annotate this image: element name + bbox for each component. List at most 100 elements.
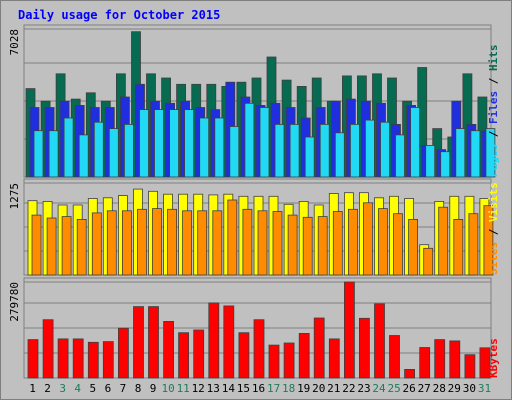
bar-kbytes-kbytes-25 — [389, 335, 400, 379]
bar-visits-sites-6 — [106, 210, 117, 276]
x-tick-label-30: 30 — [463, 382, 476, 395]
bar-kbytes-kbytes-19 — [298, 332, 310, 379]
x-tick-label-22: 22 — [342, 382, 355, 395]
bar-kbytes-kbytes-8 — [133, 306, 144, 379]
bar-visits-sites-9 — [152, 208, 162, 276]
bar-kbytes-kbytes-27 — [419, 347, 431, 379]
bar-visits-sites-28 — [438, 206, 449, 276]
bar-kbytes-kbytes-28 — [434, 339, 446, 379]
legend-entry-pages: Pages — [487, 144, 500, 177]
bar-kbytes-kbytes-30 — [464, 354, 476, 379]
bar-visits-sites-20 — [317, 216, 328, 276]
bar-visits-sites-24 — [378, 208, 388, 276]
bar-hits-pages-9 — [154, 109, 164, 178]
legend-visits: Sites / Visits — [487, 182, 500, 275]
x-tick-label-11: 11 — [177, 382, 190, 395]
bar-kbytes-kbytes-14 — [223, 305, 235, 379]
bar-hits-pages-25 — [395, 134, 405, 178]
bar-kbytes-kbytes-21 — [328, 338, 340, 379]
bar-kbytes-kbytes-2 — [42, 319, 54, 379]
bar-kbytes-kbytes-9 — [148, 306, 159, 379]
bar-kbytes-kbytes-20 — [313, 317, 325, 379]
x-tick-label-31: 31 — [478, 382, 491, 395]
bar-visits-sites-25 — [393, 213, 403, 276]
x-tick-label-15: 15 — [237, 382, 250, 395]
bar-hits-pages-26 — [410, 107, 421, 178]
x-tick-label-16: 16 — [252, 382, 265, 395]
bar-hits-pages-13 — [214, 117, 225, 178]
bar-visits-sites-15 — [242, 208, 253, 276]
bar-kbytes-kbytes-6 — [102, 341, 114, 379]
bar-visits-sites-30 — [468, 213, 479, 276]
bar-kbytes-kbytes-10 — [163, 320, 175, 379]
x-tick-label-6: 6 — [105, 382, 112, 395]
x-tick-label-28: 28 — [433, 382, 446, 395]
bar-hits-pages-4 — [78, 134, 89, 178]
bar-visits-sites-3 — [61, 216, 72, 276]
bar-visits-sites-10 — [167, 208, 178, 276]
axis-max-label-kbytes: 279780 — [8, 282, 21, 322]
bar-hits-pages-22 — [349, 124, 360, 178]
legend-entry-sites: Sites — [487, 242, 500, 275]
bar-visits-sites-29 — [453, 218, 464, 276]
bar-visits-sites-12 — [197, 210, 208, 276]
bar-visits-sites-18 — [287, 214, 298, 276]
bar-hits-pages-7 — [124, 124, 134, 178]
bar-hits-pages-30 — [470, 130, 481, 178]
bar-visits-sites-16 — [257, 210, 268, 276]
legend-separator: / — [487, 222, 500, 242]
bar-kbytes-kbytes-16 — [253, 319, 265, 379]
x-tick-label-19: 19 — [297, 382, 310, 395]
x-tick-label-18: 18 — [282, 382, 295, 395]
x-tick-label-29: 29 — [448, 382, 461, 395]
x-tick-label-9: 9 — [150, 382, 157, 395]
bar-kbytes-kbytes-11 — [178, 332, 190, 379]
bar-hits-pages-16 — [259, 107, 270, 178]
bar-hits-pages-15 — [244, 102, 255, 178]
x-tick-label-25: 25 — [387, 382, 400, 395]
bar-kbytes-kbytes-26 — [404, 368, 416, 379]
bar-visits-sites-27 — [423, 247, 434, 276]
bar-hits-pages-3 — [63, 117, 74, 178]
x-tick-label-14: 14 — [222, 382, 236, 395]
legend-kbytes: KBytes — [487, 338, 500, 378]
bar-hits-pages-5 — [93, 121, 104, 178]
bar-hits-pages-21 — [334, 132, 345, 178]
x-tick-label-2: 2 — [44, 382, 51, 395]
bar-visits-sites-21 — [332, 211, 343, 276]
x-tick-label-13: 13 — [207, 382, 220, 395]
bar-kbytes-kbytes-24 — [374, 303, 385, 379]
bar-hits-pages-1 — [33, 130, 44, 178]
bar-hits-pages-28 — [440, 151, 451, 178]
bar-hits-pages-6 — [108, 128, 119, 178]
x-tick-label-5: 5 — [89, 382, 96, 395]
bar-hits-pages-23 — [364, 119, 375, 178]
bar-hits-pages-24 — [380, 121, 390, 178]
x-tick-label-21: 21 — [327, 382, 340, 395]
legend-separator: / — [487, 71, 500, 91]
chart-title: Daily usage for October 2015 — [18, 8, 220, 22]
bar-hits-pages-31 — [485, 128, 496, 178]
bar-hits-pages-2 — [48, 130, 59, 178]
x-tick-label-27: 27 — [418, 382, 431, 395]
bar-hits-pages-10 — [169, 109, 180, 178]
bar-visits-sites-17 — [272, 211, 283, 276]
bar-visits-sites-26 — [408, 218, 419, 276]
x-tick-label-12: 12 — [192, 382, 205, 395]
bar-visits-sites-22 — [347, 208, 358, 276]
legend-separator: / — [487, 124, 500, 144]
legend-entry-kbytes: KBytes — [487, 338, 500, 378]
axis-max-label-visits: 1275 — [8, 183, 21, 210]
legend-hits: Pages / Files / Hits — [487, 45, 500, 178]
axis-max-label-hits: 7028 — [8, 29, 21, 56]
bar-kbytes-kbytes-1 — [27, 339, 39, 379]
bar-hits-pages-8 — [139, 109, 149, 178]
bar-visits-sites-7 — [122, 210, 132, 276]
legend-entry-files: Files — [487, 91, 500, 124]
bar-hits-pages-27 — [425, 144, 436, 178]
bar-kbytes-kbytes-3 — [57, 338, 69, 379]
bar-hits-pages-18 — [289, 124, 300, 178]
bar-hits-pages-14 — [229, 126, 240, 178]
bar-hits-pages-17 — [274, 124, 285, 178]
